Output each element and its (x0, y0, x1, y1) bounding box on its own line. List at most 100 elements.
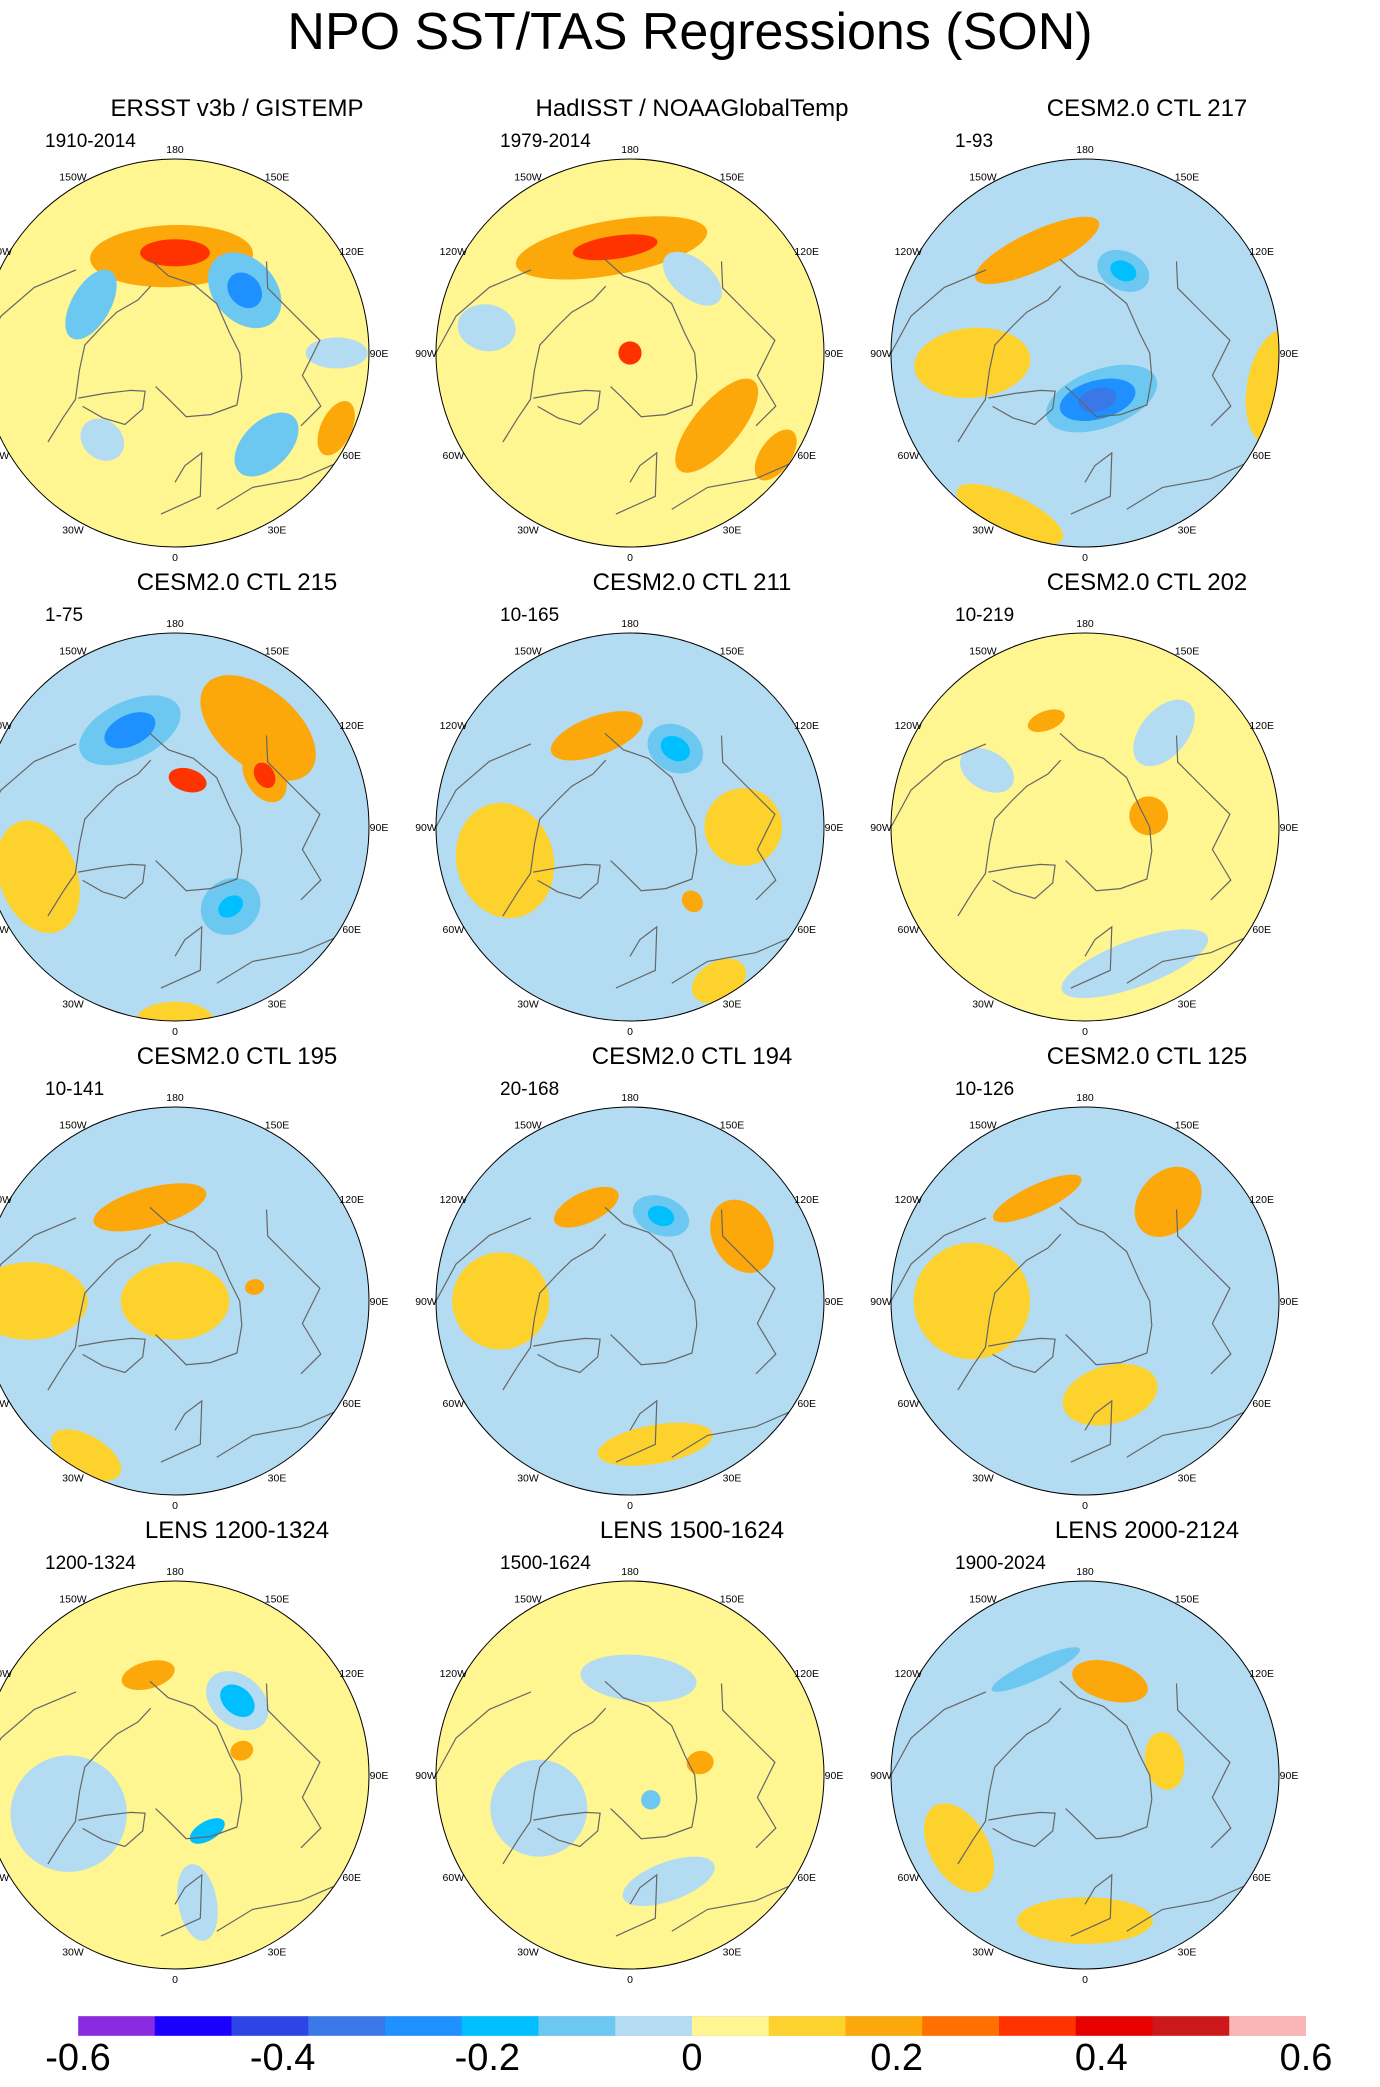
map-field (436, 633, 824, 1021)
colorbar-swatch (1229, 2016, 1306, 2036)
map-panel: LENS 1200-1324 1200-1324 180 150E 120E 90E 6… (0, 1517, 467, 1991)
map-boundary (435, 1580, 825, 1970)
coastline (671, 463, 790, 510)
coastline (502, 285, 607, 443)
map-boundary (0, 632, 370, 1022)
coastline (988, 863, 1056, 900)
longitude-label: 120W (440, 246, 468, 258)
coastline (988, 389, 1056, 426)
coastline (0, 1691, 77, 1776)
coastline (720, 735, 777, 901)
anomaly-contour (914, 327, 1031, 399)
longitude-label: 30E (723, 525, 742, 537)
longitude-label: 0 (1082, 1974, 1088, 1986)
coastline (149, 732, 243, 892)
coastline (891, 743, 987, 828)
longitude-label: 150W (59, 171, 87, 183)
longitude-label: 180 (1076, 618, 1094, 630)
longitude-label: 150W (514, 1119, 542, 1131)
coastline (1126, 1885, 1245, 1932)
coastline (891, 1217, 987, 1302)
longitude-label: 60W (898, 1872, 920, 1884)
map-panel: ERSST v3b / GISTEMP 1910-2014 180 150E 120… (0, 95, 467, 569)
panel-years: 1910-2014 (45, 131, 136, 152)
longitude-label: 180 (621, 144, 639, 156)
anomaly-contour (686, 1750, 714, 1775)
colorbar-swatch (999, 2016, 1077, 2036)
longitude-label: 90E (1280, 348, 1299, 360)
field-background (436, 1581, 824, 1969)
coastline (1175, 1683, 1232, 1849)
figure-title: NPO SST/TAS Regressions (SON) (287, 3, 1093, 61)
longitude-label: 60E (1252, 1398, 1271, 1410)
anomaly-contour (662, 251, 722, 306)
longitude-label: 60E (342, 450, 361, 462)
anomaly-contour (622, 1856, 715, 1906)
coastline (47, 759, 152, 917)
panel-years: 1-75 (45, 605, 84, 626)
panel-title: LENS 1500-1624 (599, 1517, 785, 1544)
colorbar-swatch (1152, 2016, 1230, 2036)
longitude-label: 0 (627, 1500, 633, 1512)
anomaly-contour (104, 712, 156, 749)
coastline (216, 463, 335, 510)
coastline (615, 1873, 658, 1937)
longitude-label: 30E (723, 1473, 742, 1485)
longitude-label: 180 (621, 1092, 639, 1104)
longitude-label: 30W (62, 1947, 84, 1959)
coastline (1070, 1399, 1113, 1463)
coastline (216, 937, 335, 984)
anomaly-contour (1061, 929, 1209, 999)
longitude-label: 120W (440, 1194, 468, 1206)
longitude-label: 150E (720, 645, 745, 657)
coastline (1126, 937, 1245, 984)
longitude-label: 60E (342, 1872, 361, 1884)
colorbar-swatch (1075, 2016, 1153, 2036)
map-field (891, 1581, 1279, 1969)
coastline (988, 1337, 1056, 1374)
colorbar-swatch (461, 2016, 539, 2036)
coastline (720, 261, 777, 427)
anomaly-contour (0, 820, 80, 934)
longitude-label: 120W (895, 1194, 923, 1206)
longitude-label: 150E (265, 1593, 290, 1605)
coastline (216, 1411, 335, 1458)
longitude-label: 90E (825, 822, 844, 834)
longitude-label: 60W (0, 924, 9, 936)
coastline (436, 1691, 532, 1776)
panel-title: ERSST v3b / GISTEMP (110, 95, 364, 122)
coastline (1070, 451, 1113, 515)
anomaly-contour (1144, 1732, 1185, 1790)
map-boundary (435, 1106, 825, 1496)
longitude-label: 90W (870, 1296, 892, 1308)
anomaly-contour (1110, 260, 1137, 282)
colorbar-swatch (692, 2016, 770, 2036)
coastline (957, 285, 1062, 443)
longitude-label: 30E (268, 525, 287, 537)
panel-years: 10-219 (955, 605, 1015, 626)
coastline (502, 1233, 607, 1391)
colorbar-swatch (922, 2016, 1000, 2036)
longitude-label: 60W (0, 1872, 9, 1884)
coastline (533, 389, 601, 426)
longitude-label: 180 (166, 1092, 184, 1104)
map-panel: CESM2.0 CTL 211 10-165 180 150E 120E 90E 60E… (415, 569, 922, 1043)
anomaly-contour (457, 304, 516, 352)
anomaly-contour (1027, 709, 1065, 732)
anomaly-contour (572, 234, 658, 261)
coastline (0, 743, 77, 828)
field-background (0, 1581, 369, 1969)
coastline (533, 1811, 601, 1848)
colorbar-swatch (845, 2016, 923, 2036)
anomaly-contour (490, 1759, 588, 1857)
colorbar-swatch (231, 2016, 309, 2036)
longitude-label: 90W (870, 822, 892, 834)
longitude-label: 120W (0, 1194, 12, 1206)
longitude-label: 0 (1082, 1026, 1088, 1038)
coastline (615, 925, 658, 989)
anomaly-contour (913, 1242, 1030, 1360)
longitude-label: 120E (339, 1194, 364, 1206)
